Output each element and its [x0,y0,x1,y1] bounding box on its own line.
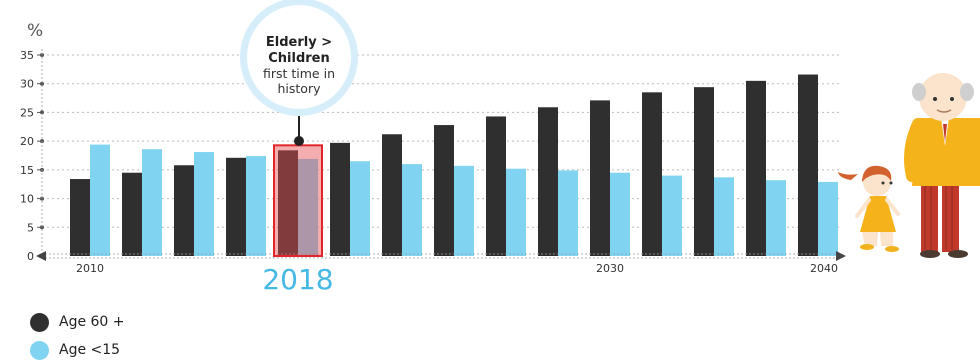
y-tick-label-5: 5 [27,221,34,234]
bar-age-under-15-2024 [818,181,838,256]
bar-age-under-15-2012 [194,152,214,256]
grandfather-illustration [904,73,980,258]
x-axis-arrow-left [36,251,46,261]
annotation-callout: Elderly > Children first time in history [240,0,358,146]
y-tick-label-30: 30 [20,78,34,91]
bar-age-60-2018 [486,116,506,256]
y-tick-label-35: 35 [20,49,34,62]
bar-age-under-15-2021 [662,175,682,256]
y-axis-line [39,47,45,256]
highlight-box [273,144,323,257]
legend-swatch-age-60 [30,312,49,332]
bar-chart: 0 5 10 15 20 25 30 35 2010 2030 2040 % 2018 Elderl… [20,0,980,296]
bar-age-under-15-2018 [506,168,526,256]
x-tick-label-2040: 2040 [810,262,838,275]
bar-age-60-2021 [642,92,662,256]
bar-age-60-2012 [174,165,194,256]
bar-age-under-15-2010 [90,144,110,256]
bar-age-under-15-2023 [766,180,786,256]
bar-age-under-15-2020 [610,172,630,256]
annotation-line-4: history [278,81,322,96]
annotation-line-1: Elderly > [266,35,332,50]
highlight-2018: 2018 [262,144,334,296]
bar-age-under-15-2017 [454,165,474,256]
girl-illustration [838,165,900,252]
y-tick-label-20: 20 [20,135,34,148]
legend-swatch-age-under-15 [30,340,49,360]
y-unit-label: % [27,21,43,41]
bar-age-60-2016 [382,134,402,256]
legend-item-age-60: Age 60 + [30,308,125,336]
y-tick-label-25: 25 [20,106,34,119]
x-tick-label-2010: 2010 [76,262,104,275]
bar-age-60-2010 [70,179,90,256]
y-tick-label-15: 15 [20,164,34,177]
axes: 0 5 10 15 20 25 30 35 2010 2030 2040 [20,47,846,275]
bar-age-under-15-2014 [298,158,318,256]
annotation-line-2: Children [268,51,330,66]
bars [70,74,838,257]
bar-age-under-15-2022 [714,177,734,256]
legend: Age 60 + Age <15 [30,308,125,364]
bar-age-60-2011 [122,172,142,256]
bar-age-under-15-2015 [350,161,370,256]
bar-age-60-2020 [590,100,610,257]
bar-age-60-2017 [434,125,454,256]
bar-age-60-2014 [278,150,298,256]
legend-item-age-under-15: Age <15 [30,336,125,364]
legend-label-age-under-15: Age <15 [59,342,121,358]
bar-age-60-2023 [746,80,766,256]
x-axis-arrow-right [836,251,846,261]
bar-age-60-2013 [226,157,246,256]
bar-age-60-2022 [694,87,714,256]
y-tick-label-0: 0 [27,250,34,263]
bar-age-60-2024 [798,74,818,256]
bar-age-under-15-2011 [142,149,162,256]
annotation-line-3: first time in [263,66,335,81]
y-tick-label-10: 10 [20,193,34,206]
bar-age-60-2015 [330,142,350,256]
bar-age-under-15-2016 [402,164,422,256]
legend-label-age-60: Age 60 + [59,314,125,330]
bar-age-60-2019 [538,107,558,256]
bar-age-under-15-2019 [558,170,578,256]
x-axis-line [42,253,840,259]
bar-age-under-15-2013 [246,156,266,256]
highlight-year-label: 2018 [262,263,333,296]
x-tick-label-2030: 2030 [596,262,624,275]
